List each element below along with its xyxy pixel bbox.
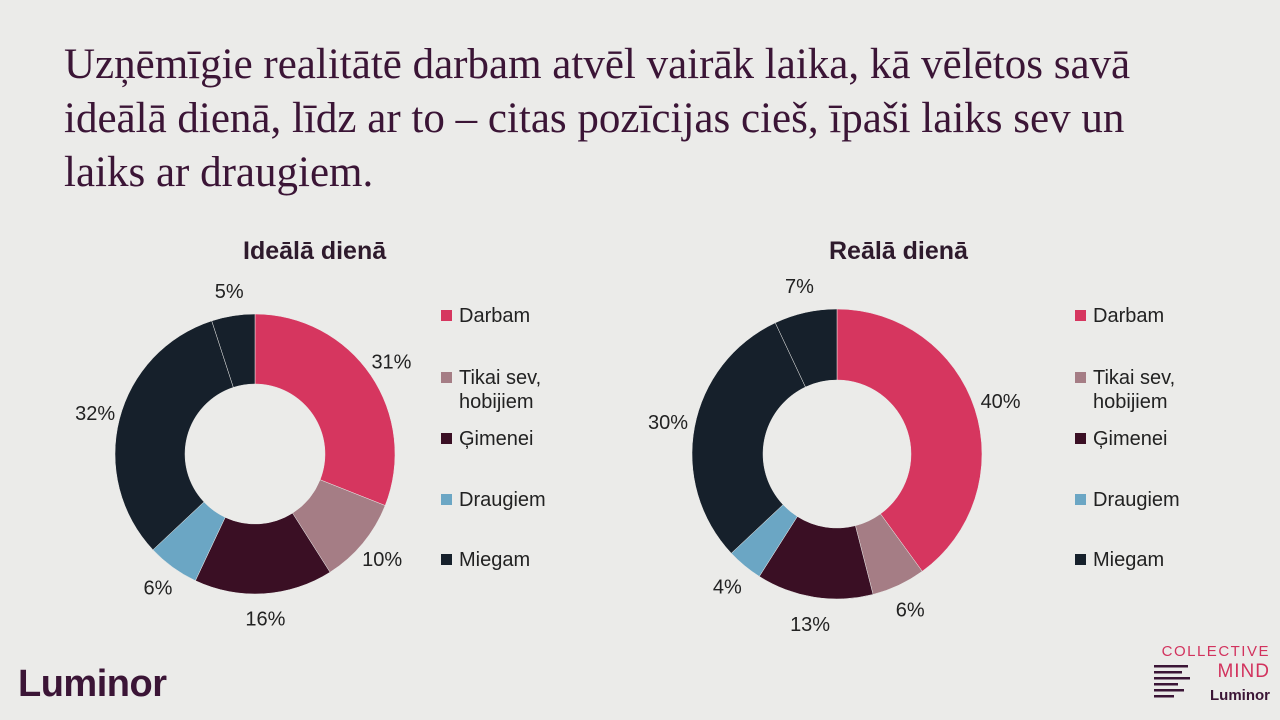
slice-darbam-0 [254,313,396,506]
data-label-1: 10% [362,549,402,571]
data-label-3: 4% [713,577,742,599]
legend-label: Draugiem [1093,489,1180,511]
data-label-5: 5% [215,281,244,303]
slice-miegam-4 [114,320,234,551]
legend-item-gimenei: Ģimenei [441,427,533,451]
legend-label: Draugiem [459,489,546,511]
slide-title: Uzņēmīgie realitātē darbam atvēl vairāk … [64,41,1131,196]
legend-swatch [441,494,452,505]
legend-label: Ģimenei [1093,428,1168,450]
legend-swatch [441,310,452,321]
legend-item-miegam: Miegam [1075,548,1164,572]
legend-label: Darbam [459,305,531,327]
legend-item-darbam: Darbam [1075,304,1164,328]
legend-item-tikai-sev-hobijiem: Tikai sev, hobijiem [441,366,541,414]
slice-miegam-5 [774,308,838,388]
legend-label: Ģimenei [459,428,534,450]
legend-swatch [1075,310,1086,321]
legend-label: Darbam [1093,305,1165,327]
chart-title-ideal: Ideālā dienā [243,237,387,265]
collective-mind-line2: MIND [1217,661,1270,682]
legend-item-gimenei: Ģimenei [1075,427,1167,451]
data-label-0: 40% [981,391,1021,413]
legend-swatch [1075,554,1086,565]
legend-item-tikai-sev-hobijiem: Tikai sev, hobijiem [1075,366,1175,414]
legend-swatch [1075,372,1086,383]
slice-darbam-0 [836,308,983,572]
data-label-0: 31% [371,351,411,373]
donut-chart-real: 40% 6% 13% 4% 30% 7% [648,276,1021,636]
chart-title-real: Reālā dienā [829,237,968,265]
legend-label: Miegam [459,549,531,571]
collective-mind-line1: COLLECTIVE [1161,643,1270,660]
legend-item-darbam: Darbam [441,304,530,328]
data-label-5: 7% [785,276,814,298]
collective-mind-line3: Luminor [1210,687,1270,704]
legend-label: Tikai sev, hobijiem [1093,367,1176,413]
legend-item-draugiem: Draugiem [441,488,546,512]
legend-swatch [441,554,452,565]
data-label-2: 13% [790,614,830,636]
legend-swatch [1075,433,1086,444]
legend-swatch [441,372,452,383]
data-label-4: 32% [75,403,115,425]
slice-miegam-5 [211,313,256,388]
luminor-logo: Luminor [18,663,167,705]
data-label-1: 6% [896,600,925,622]
data-label-2: 16% [245,609,285,631]
legend-label: Tikai sev, hobijiem [459,367,542,413]
collective-mind-logo: COLLECTIVE MIND Luminor [1152,643,1270,709]
slice-miegam-4 [691,322,806,554]
legend-item-draugiem: Draugiem [1075,488,1180,512]
legend-item-miegam: Miegam [441,548,530,572]
stripes-icon [1154,665,1190,698]
legend-label: Miegam [1093,549,1165,571]
legend-swatch [1075,494,1086,505]
donut-chart-ideal: 31% 10% 16% 6% 32% 5% [75,281,412,631]
legend-swatch [441,433,452,444]
data-label-4: 30% [648,412,688,434]
data-label-3: 6% [144,577,173,599]
